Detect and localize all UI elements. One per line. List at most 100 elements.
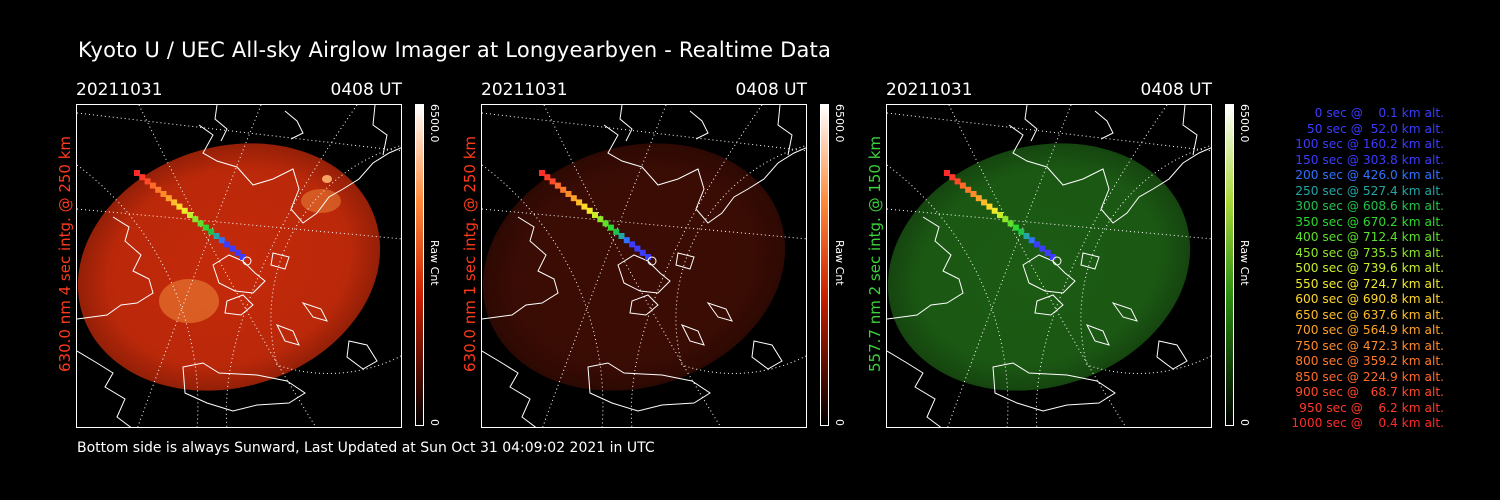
coastline [619,105,633,142]
track-marker [613,228,620,235]
track-marker [949,174,956,181]
coastline [617,254,671,294]
track-marker [197,220,204,227]
track-marker [576,199,583,206]
panel-time: 0408 UT [1140,80,1213,100]
wavelength-label: 630.0 nm 1 sec intg. @ 250 km [461,135,479,372]
track-marker [586,207,593,214]
station-marker [1052,256,1062,266]
grid-line [948,105,1127,427]
legend-entry: 50 sec @ 52.0 km alt. [1299,121,1444,136]
legend-entry: 150 sec @ 303.8 km alt. [1291,152,1444,167]
coastline [992,362,1116,412]
colorbar-max-label: 6500.0 [833,104,846,143]
airglow-disk [482,143,786,391]
coastline [182,362,306,412]
track-marker [986,203,993,210]
track-marker [607,224,614,231]
coastline [214,105,228,142]
legend-entry: 800 sec @ 359.2 km alt. [1291,354,1444,368]
track-marker [171,199,178,206]
aurora-patch [159,279,219,323]
track-marker [645,254,651,260]
station-marker [647,256,657,266]
coastline [751,340,783,370]
legend-entry: 100 sec @ 160.2 km alt. [1291,137,1444,151]
colorbar-min-label: 0 [1238,419,1251,426]
coastline [212,254,266,294]
track-marker [187,212,193,218]
wavelength-label: 630.0 nm 4 sec intg. @ 250 km [56,135,74,372]
legend-entry: 200 sec @ 426.0 km alt. [1291,168,1444,182]
track-marker [592,212,598,218]
coastline [224,294,254,316]
track-marker [134,170,140,176]
coastline [1111,302,1138,322]
track-marker [1012,224,1019,231]
coastline [1024,105,1038,142]
track-marker [1002,216,1009,223]
track-marker [149,182,156,189]
track-marker [634,245,641,252]
coastline [284,110,304,140]
track-marker [975,195,982,202]
coastline [198,124,401,224]
track-marker [224,241,231,248]
coastline [270,252,290,270]
coastline [77,216,154,320]
track-marker [959,182,966,189]
legend-entry: 900 sec @ 68.7 km alt. [1291,385,1444,399]
track-marker [192,216,199,223]
track-marker [1050,254,1056,260]
coastline [675,252,695,270]
track-marker [1018,228,1025,235]
track-marker [1007,220,1014,227]
coastline [1094,110,1114,140]
colorbar-unit-label: Raw Cnt [1238,240,1251,286]
footer-note: Bottom side is always Sunward, Last Upda… [77,440,655,456]
coastline [689,110,709,140]
track-marker [997,212,1003,218]
grid-line [77,208,401,240]
panel-time: 0408 UT [330,80,403,100]
legend-entry: 350 sec @ 670.2 km alt. [1291,214,1444,229]
colorbar-min-label: 0 [428,419,441,426]
sky-map [887,105,1211,427]
track-marker [570,195,577,202]
track-marker [202,224,209,231]
track-marker [165,195,172,202]
sky-map [482,105,806,427]
track-marker [623,237,630,244]
track-marker [560,186,567,193]
colorbar [820,104,829,426]
track-marker [954,178,961,185]
legend-entry: 600 sec @ 690.8 km alt. [1291,292,1444,306]
legend-entry: 1000 sec @ 0.4 km alt. [1291,416,1444,430]
coastline [777,105,793,156]
legend-entry: 650 sec @ 637.6 km alt. [1291,307,1444,322]
grid-line [225,105,358,427]
grid-line [482,164,604,427]
coastline [482,216,559,320]
grid-line [630,105,763,427]
grid-line [542,105,667,427]
legend-entry: 0 sec @ 0.1 km alt. [1303,106,1444,120]
coastline [629,294,659,316]
panel-time: 0408 UT [735,80,808,100]
track-marker [139,174,146,181]
track-marker [1023,233,1030,239]
track-marker [1028,237,1035,244]
track-marker [991,207,998,214]
coastline [1085,324,1110,346]
legend-entry: 450 sec @ 735.5 km alt. [1291,245,1444,260]
colorbar [1225,104,1234,426]
panel-date: 20211031 [886,80,973,100]
grid-line [887,164,1009,427]
time-altitude-legend: 0 sec @ 0.1 km alt. 50 sec @ 52.0 km alt… [1262,106,1444,432]
coastline [1022,254,1076,294]
track-marker [549,178,556,185]
track-marker [981,199,988,206]
grid-line [77,112,401,152]
coastline [1156,340,1188,370]
coastline [1008,124,1211,224]
